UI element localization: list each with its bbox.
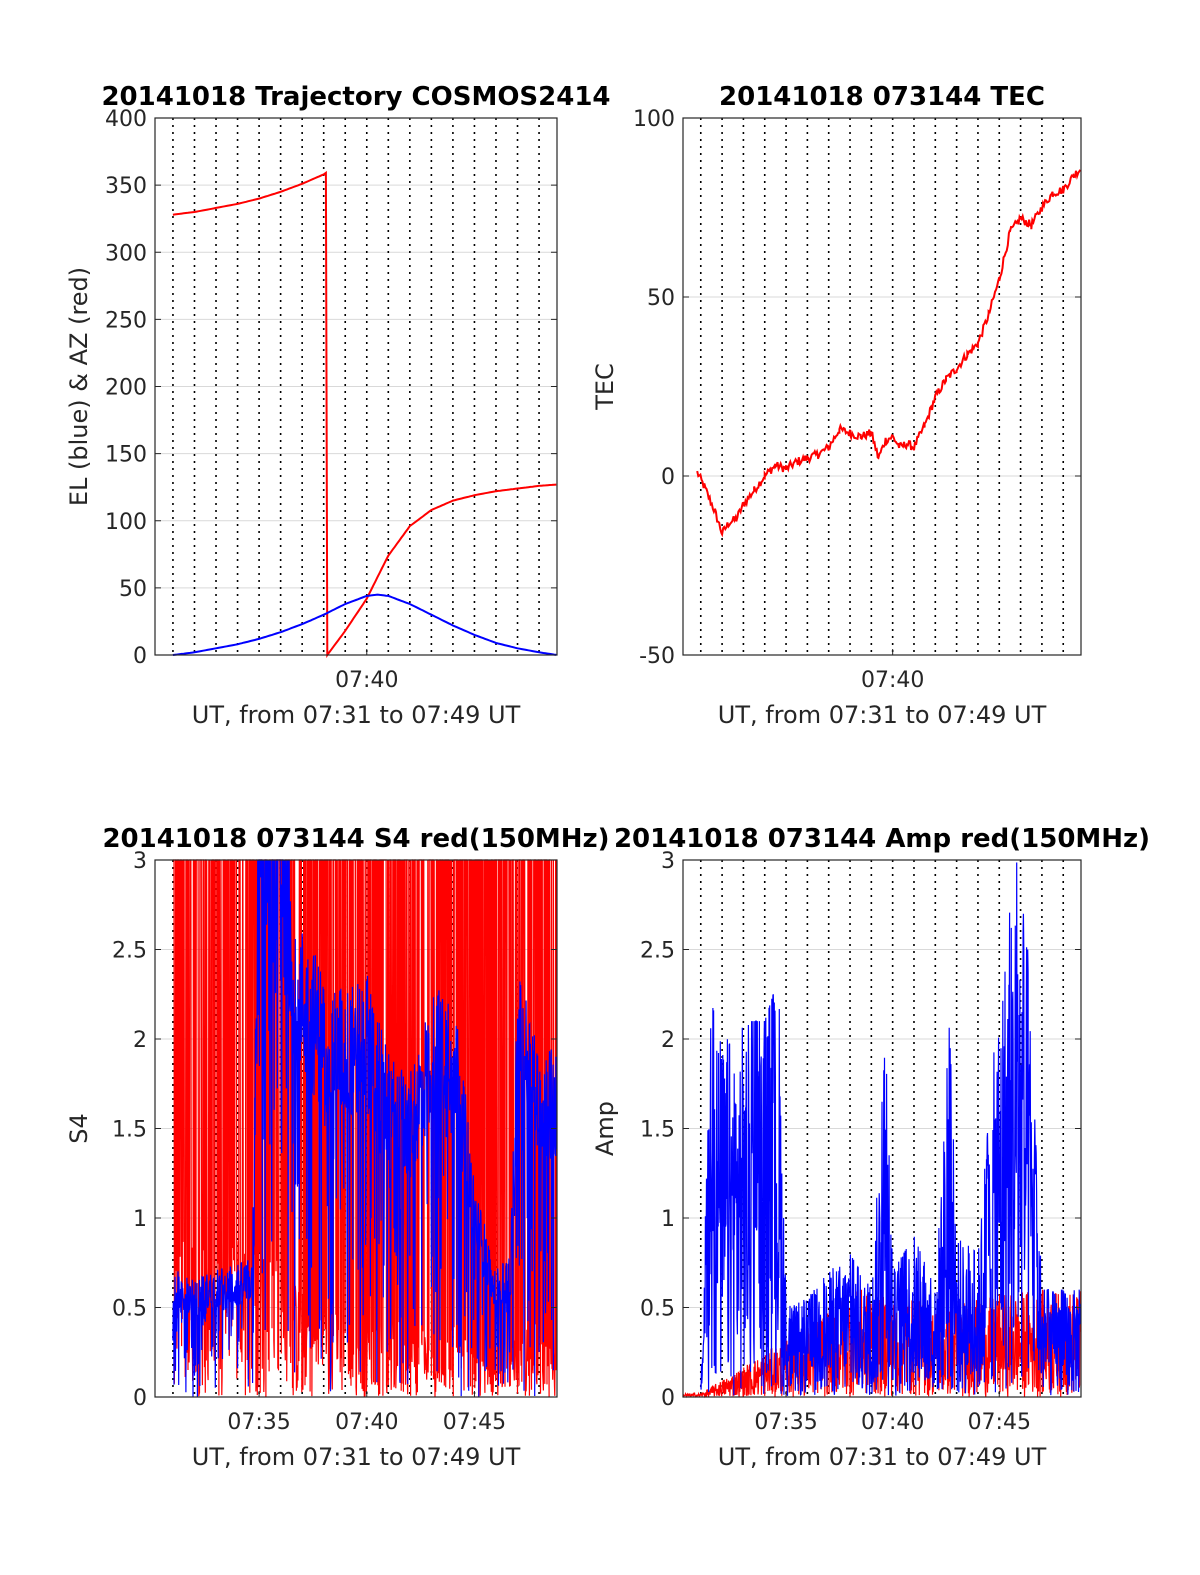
- s4-xtick-label: 07:40: [335, 1410, 398, 1435]
- s4-series-1: [172, 859, 558, 1397]
- amp-ytick-label: 2: [661, 1028, 675, 1053]
- trajectory-title: 20141018 Trajectory COSMOS2414: [101, 82, 610, 112]
- amp-ytick-label: 1: [661, 1207, 675, 1232]
- trajectory-ytick-label: 200: [105, 376, 147, 401]
- amp-ytick-label: 0: [661, 1386, 675, 1411]
- tec-series-0: [696, 169, 1082, 538]
- amp-xtick-label: 07:40: [861, 1410, 924, 1435]
- amp-ytick-label: 1.5: [640, 1118, 675, 1143]
- trajectory-ytick-label: 150: [105, 443, 147, 468]
- trajectory-series-0: [172, 170, 557, 659]
- amp-ytick-label: 2.5: [640, 939, 675, 964]
- s4-ytick-label: 3: [133, 849, 147, 874]
- trajectory-ytick-label: 400: [105, 107, 147, 132]
- s4-title: 20141018 073144 S4 red(150MHz): [102, 824, 609, 854]
- trajectory-panel: 0 50 100 150 200 250 300 350 400 07:40 20141018 Tr…: [65, 82, 611, 729]
- tec-x-axis-label: UT, from 07:31 to 07:49 UT: [718, 701, 1047, 729]
- s4-panel: 0 0.5 1 1.5 2 2.5 3 07:35 07:40 07:45 20141018 073…: [65, 824, 610, 1471]
- s4-ytick-label: 1.5: [112, 1118, 147, 1143]
- s4-ytick-label: 2.5: [112, 939, 147, 964]
- trajectory-ytick-label: 100: [105, 510, 147, 535]
- s4-series-0: [172, 859, 557, 1397]
- s4-xtick-label: 07:45: [443, 1410, 506, 1435]
- tec-ytick-label: 50: [647, 286, 675, 311]
- amp-panel: 0 0.5 1 1.5 2 2.5 3 07:35 07:40 07:45 20141018 073…: [591, 824, 1150, 1471]
- trajectory-ytick-label: 50: [119, 577, 147, 602]
- amp-ytick-label: 0.5: [640, 1297, 675, 1322]
- amp-xtick-label: 07:45: [968, 1410, 1031, 1435]
- amp-ytick-label: 3: [661, 849, 675, 874]
- tec-xtick-label: 07:40: [861, 668, 924, 693]
- amp-title: 20141018 073144 Amp red(150MHz): [614, 824, 1150, 854]
- trajectory-series-1: [172, 593, 557, 656]
- trajectory-y-axis-label: EL (blue) & AZ (red): [65, 267, 93, 506]
- amp-y-axis-label: Amp: [591, 1101, 619, 1156]
- amp-series-0: [682, 1289, 1082, 1399]
- tec-ytick-label: 0: [661, 465, 675, 490]
- amp-series-1: [700, 862, 1082, 1397]
- tec-ytick-label: 100: [633, 107, 675, 132]
- trajectory-ytick-label: 350: [105, 174, 147, 199]
- amp-x-axis-label: UT, from 07:31 to 07:49 UT: [718, 1443, 1047, 1471]
- tec-panel: -50 0 50 100 07:40 20141018 073144 TEC UT, fro…: [591, 82, 1082, 729]
- trajectory-x-axis-label: UT, from 07:31 to 07:49 UT: [192, 701, 521, 729]
- trajectory-xtick-label: 07:40: [335, 668, 398, 693]
- s4-y-axis-label: S4: [65, 1113, 93, 1144]
- trajectory-ytick-label: 0: [133, 644, 147, 669]
- trajectory-ytick-label: 250: [105, 308, 147, 333]
- s4-ytick-label: 2: [133, 1028, 147, 1053]
- trajectory-ytick-label: 300: [105, 241, 147, 266]
- tec-axes-frame: [682, 117, 1082, 656]
- s4-ytick-label: 0: [133, 1386, 147, 1411]
- s4-x-axis-label: UT, from 07:31 to 07:49 UT: [192, 1443, 521, 1471]
- tec-ytick-label: -50: [639, 644, 675, 669]
- tec-title: 20141018 073144 TEC: [719, 82, 1045, 112]
- s4-ytick-label: 0.5: [112, 1297, 147, 1322]
- amp-xtick-label: 07:35: [754, 1410, 817, 1435]
- tec-y-axis-label: TEC: [591, 363, 619, 411]
- s4-ytick-label: 1: [133, 1207, 147, 1232]
- s4-xtick-label: 07:35: [227, 1410, 290, 1435]
